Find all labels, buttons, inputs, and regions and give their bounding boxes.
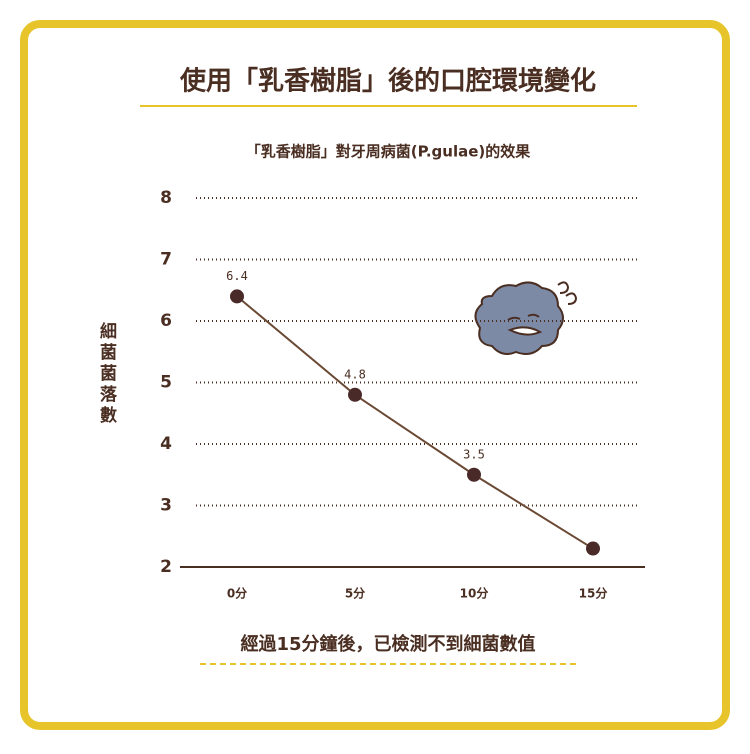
x-tick-label: 5分 — [345, 586, 365, 601]
annotation: 經過15分鐘後，已檢測不到細菌數值 — [240, 633, 535, 655]
chart-title: 使用「乳香樹脂」後的口腔環境變化 — [179, 66, 596, 97]
point — [348, 387, 362, 402]
frame — [20, 20, 730, 730]
y-tick-label: 7 — [160, 250, 172, 270]
x-tick-label: 15分 — [579, 586, 608, 601]
line — [236, 295, 594, 550]
point — [467, 467, 481, 482]
x-tick-label: 0分 — [227, 586, 247, 601]
point — [230, 289, 244, 304]
y-tick-label: 4 — [160, 434, 172, 454]
y-tick-label: 8 — [160, 188, 172, 208]
y-tick-label: 2 — [160, 557, 172, 577]
data-label: 6.4 — [226, 269, 248, 283]
chart-subtitle: 「乳香樹脂」對牙周病菌(P.gulae)的效果 — [246, 143, 532, 161]
x-tick-label: 10分 — [460, 586, 489, 601]
data-label: 3.5 — [463, 447, 485, 461]
y-tick-label: 6 — [160, 311, 172, 331]
y-axis-label: 細菌菌落數 — [96, 321, 117, 427]
y-tick-label: 5 — [160, 373, 172, 393]
point — [586, 541, 600, 556]
y-tick-label: 3 — [160, 496, 172, 516]
data-label: 4.8 — [344, 367, 366, 381]
